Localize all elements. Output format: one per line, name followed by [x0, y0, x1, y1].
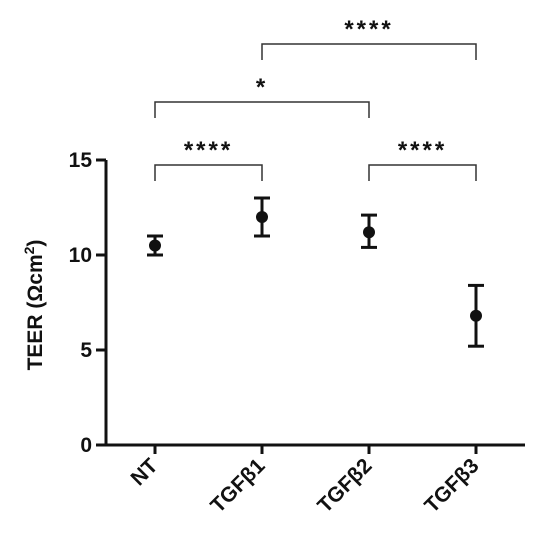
x-tick-label-0: NT [126, 454, 162, 490]
x-tick-label-3: TGFβ3 [420, 454, 483, 517]
y-axis-label-superscript: 2 [21, 246, 37, 254]
significance-brackets: **** ********* [154, 16, 477, 181]
significance-bracket-0 [154, 164, 263, 181]
data-point-1 [256, 211, 268, 223]
significance-bracket-2 [154, 101, 370, 118]
data-marks [147, 196, 484, 348]
y-tick-label-2: 10 [69, 244, 92, 267]
axes: 0 5 10 15 NT TGFβ1 TGFβ2 TGFβ3 [69, 149, 525, 518]
significance-label-1: **** [398, 137, 447, 164]
y-tick-label-1: 5 [80, 339, 92, 362]
y-axis-label-close: ) [24, 240, 47, 247]
significance-label-0: **** [184, 137, 233, 164]
x-tick-label-2: TGFβ2 [313, 454, 376, 517]
data-point-0 [149, 239, 161, 252]
data-point-2 [363, 226, 375, 239]
y-axis-label-main: TEER (Ωcm [24, 254, 47, 370]
significance-bracket-3 [261, 43, 477, 60]
x-tick-label-1: TGFβ1 [206, 454, 270, 518]
significance-label-3: **** [344, 16, 393, 43]
y-tick-label-3: 15 [69, 149, 93, 172]
y-axis-label: TEER (Ωcm2) [21, 240, 47, 371]
y-tick-label-0: 0 [80, 434, 92, 457]
significance-bracket-1 [368, 164, 477, 181]
significance-label-2: * [256, 74, 268, 101]
data-point-3 [470, 309, 482, 322]
